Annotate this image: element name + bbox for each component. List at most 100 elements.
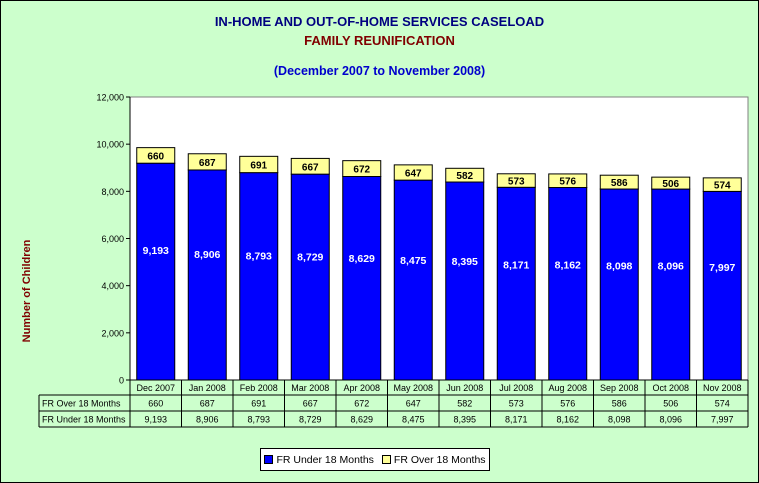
- data-label-over-18: 574: [714, 181, 731, 192]
- table-cell: 8,475: [402, 415, 425, 425]
- data-label-under-18: 8,096: [658, 260, 684, 272]
- table-cell: 687: [200, 399, 215, 409]
- table-cell: 8,906: [196, 415, 219, 425]
- x-tick-label: Sep 2008: [600, 383, 639, 393]
- plot-area: [129, 96, 749, 381]
- bar-under-18: [599, 188, 639, 381]
- chart-subtitle: FAMILY REUNIFICATION: [304, 33, 455, 48]
- data-label-over-18: 573: [508, 177, 525, 188]
- data-label-over-18: 586: [611, 178, 628, 189]
- table-cell: 582: [457, 399, 472, 409]
- data-label-over-18: 576: [559, 177, 576, 188]
- data-label-under-18: 8,906: [194, 249, 220, 261]
- x-tick-label: Mar 2008: [291, 383, 329, 393]
- legend-swatch-under-18: [264, 455, 274, 464]
- bar-over-18: [445, 167, 485, 183]
- y-tick-label: 4,000: [101, 281, 124, 291]
- y-tick-label: 8,000: [101, 187, 124, 197]
- bar-under-18: [239, 172, 279, 381]
- data-label-under-18: 8,793: [246, 251, 272, 263]
- bar-over-18: [187, 153, 227, 171]
- data-label-under-18: 8,629: [349, 253, 375, 265]
- table-cell: 8,171: [505, 415, 528, 425]
- table-cell: 672: [354, 399, 369, 409]
- y-tick-label: 6,000: [101, 234, 124, 244]
- bar-under-18: [342, 175, 382, 381]
- data-label-over-18: 660: [147, 151, 164, 162]
- table-row-label: FR Under 18 Months: [42, 415, 126, 425]
- data-label-over-18: 687: [199, 158, 216, 169]
- bar-under-18: [187, 169, 227, 381]
- data-label-under-18: 8,171: [503, 259, 529, 271]
- table-cell: 660: [148, 399, 163, 409]
- bar-under-18: [548, 187, 588, 381]
- data-label-over-18: 672: [353, 165, 370, 176]
- legend-label-under-18: FR Under 18 Months: [276, 453, 374, 466]
- bar-over-18: [599, 174, 639, 190]
- x-tick-label: Apr 2008: [343, 383, 380, 393]
- table-row-label: FR Over 18 Months: [42, 399, 121, 409]
- table-cell: 586: [612, 399, 627, 409]
- data-label-under-18: 8,162: [555, 260, 581, 272]
- bar-over-18: [702, 177, 742, 192]
- bar-over-18: [136, 147, 176, 164]
- bar-over-18: [342, 160, 382, 177]
- bar-under-18: [290, 173, 330, 381]
- bar-under-18: [393, 179, 433, 381]
- table-cell: 9,193: [144, 415, 167, 425]
- chart-period: (December 2007 to November 2008): [273, 64, 486, 78]
- table-cell: 8,629: [350, 415, 373, 425]
- bar-over-18: [651, 176, 691, 190]
- bar-under-18: [136, 162, 176, 381]
- bar-over-18: [496, 173, 536, 188]
- bar-under-18: [496, 186, 536, 381]
- data-label-under-18: 8,475: [400, 255, 426, 267]
- data-label-over-18: 506: [662, 179, 679, 190]
- legend: FR Under 18 Months FR Over 18 Months: [260, 448, 490, 471]
- table-cell: 8,729: [299, 415, 322, 425]
- x-tick-label: Jan 2008: [189, 383, 226, 393]
- bar-over-18: [548, 173, 588, 189]
- table-cell: 8,098: [608, 415, 631, 425]
- data-label-under-18: 7,997: [709, 262, 735, 274]
- table-cell: 506: [663, 399, 678, 409]
- y-tick-label: 12,000: [96, 93, 124, 103]
- data-label-under-18: 8,098: [606, 260, 632, 272]
- bar-over-18: [290, 157, 330, 175]
- legend-label-over-18: FR Over 18 Months: [393, 453, 486, 466]
- table-cell: 576: [560, 399, 575, 409]
- data-label-over-18: 667: [302, 162, 319, 173]
- x-tick-label: Jul 2008: [499, 383, 533, 393]
- data-label-under-18: 8,395: [452, 256, 478, 268]
- data-label-under-18: 9,193: [143, 245, 169, 257]
- x-tick-label: Feb 2008: [240, 383, 278, 393]
- legend-item-over-18: FR Over 18 Months: [381, 453, 486, 466]
- bar-under-18: [445, 181, 485, 381]
- data-label-over-18: 647: [405, 169, 422, 180]
- bar-over-18: [393, 164, 433, 181]
- table-cell: 647: [406, 399, 421, 409]
- table-cell: 8,395: [453, 415, 476, 425]
- bar-over-18: [239, 155, 279, 174]
- x-tick-label: Aug 2008: [548, 383, 587, 393]
- table-cell: 8,096: [659, 415, 682, 425]
- bar-under-18: [651, 188, 691, 381]
- y-tick-label: 2,000: [101, 328, 124, 338]
- table-cell: 691: [251, 399, 266, 409]
- data-label-over-18: 691: [250, 160, 267, 171]
- x-tick-label: Jun 2008: [446, 383, 483, 393]
- y-tick-label: 0: [119, 376, 124, 386]
- table-cell: 573: [509, 399, 524, 409]
- legend-item-under-18: FR Under 18 Months: [264, 453, 374, 466]
- table-cell: 8,162: [556, 415, 579, 425]
- table-cell: 574: [715, 399, 730, 409]
- table-cell: 7,997: [711, 415, 734, 425]
- data-label-under-18: 8,729: [297, 251, 323, 263]
- chart-title: IN-HOME AND OUT-OF-HOME SERVICES CASELOA…: [214, 14, 545, 29]
- legend-swatch-over-18: [381, 455, 391, 464]
- x-tick-label: May 2008: [393, 383, 433, 393]
- x-tick-label: Oct 2008: [652, 383, 689, 393]
- data-label-over-18: 582: [456, 171, 473, 182]
- table-cell: 8,793: [247, 415, 270, 425]
